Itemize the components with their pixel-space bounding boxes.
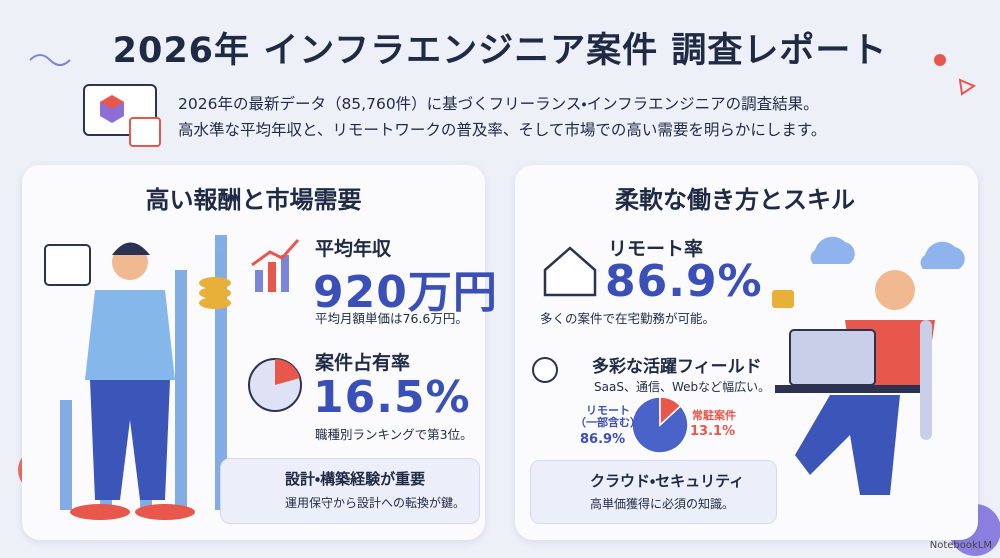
callout-box	[530, 460, 777, 524]
shape	[775, 385, 925, 393]
panel-heading: 柔軟な働き方とスキル	[615, 186, 855, 214]
brand: NotebookLM	[929, 540, 992, 551]
intro-line: 高水準な平均年収と、リモートワークの普及率、そして市場での高い需要を明らかにしま…	[178, 121, 827, 139]
stat-value: 920万円	[313, 267, 498, 318]
globe-icon	[532, 357, 558, 383]
remote-pie	[631, 396, 689, 454]
stat-value: 86.9%	[605, 256, 763, 307]
panel-heading: 高い報酬と市場需要	[145, 186, 362, 214]
triangle	[958, 78, 977, 96]
hair	[112, 242, 150, 255]
coins	[199, 277, 231, 309]
callout-title: 設計・構築経験が重要	[285, 470, 426, 488]
chart-bubble	[44, 244, 91, 286]
callout-box	[220, 458, 480, 524]
shape	[920, 320, 932, 440]
shape	[199, 277, 231, 289]
stat-note: 職種別ランキングで第3位。	[315, 427, 473, 442]
shape	[268, 262, 276, 292]
shape	[789, 329, 876, 386]
stat-note: 平均月額単価は76.6万円。	[315, 311, 468, 326]
fields-text: SaaS、通信、Webなど幅広い。	[594, 380, 771, 394]
pie-label: リモート （一部含む）	[575, 404, 641, 430]
share-icon-wedge	[275, 359, 300, 385]
shape	[255, 270, 263, 292]
shape	[199, 287, 231, 299]
shape	[281, 255, 289, 292]
calendar	[129, 117, 161, 147]
callout-title: クラウド・セキュリティ	[590, 472, 745, 490]
shape	[772, 290, 794, 308]
stat-label: 案件占有率	[315, 352, 411, 374]
stat-label: リモート率	[608, 238, 704, 260]
stat-label: 平均年収	[315, 238, 392, 260]
shoe	[70, 504, 130, 520]
pie-value-label: 13.1%	[690, 424, 736, 439]
remote-worker	[772, 236, 965, 495]
callout-text: 運用保守から設計への転換が鍵。	[285, 496, 466, 510]
intro-line: 2026年の最新データ（85,760件）に基づくフリーランス・インフラエンジニア…	[178, 95, 819, 113]
fields-title: 多彩な活躍フィールド	[592, 357, 762, 377]
callout-text: 高単価獲得に必須の知識。	[590, 497, 735, 511]
shape	[199, 297, 231, 309]
pie-value-label: 86.9%	[580, 432, 626, 447]
title: 2026年 インフラエンジニア案件 調査レポート	[112, 31, 888, 71]
squiggle	[29, 54, 71, 66]
shoe	[135, 504, 195, 520]
shape	[795, 395, 900, 495]
shape	[920, 241, 965, 269]
dot	[934, 54, 946, 66]
shape	[251, 239, 300, 267]
shape	[875, 270, 915, 310]
shape	[60, 400, 72, 510]
pie-wedge	[659, 396, 682, 427]
shape	[175, 270, 187, 510]
growth-icon	[251, 239, 300, 292]
shirt	[85, 290, 175, 380]
shape	[810, 236, 855, 264]
stat-note: 多くの案件で在宅勤務が可能。	[540, 311, 716, 326]
house-icon	[543, 246, 597, 297]
cube-top	[100, 95, 124, 109]
pie-label: 常駐案件	[692, 409, 736, 422]
pants	[90, 380, 170, 500]
stat-value: 16.5%	[313, 372, 471, 423]
